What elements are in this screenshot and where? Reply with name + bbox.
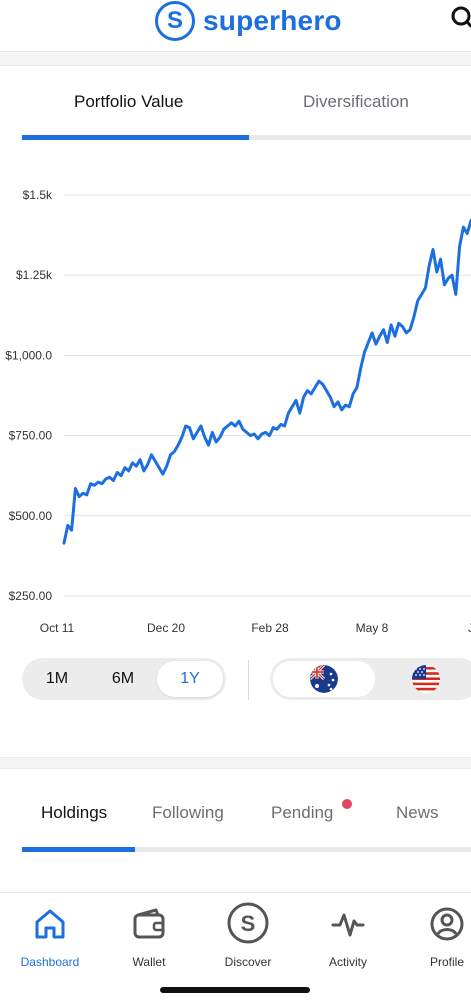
profile-icon — [430, 907, 464, 941]
section-separator — [0, 757, 471, 769]
nav-activity[interactable]: Activity — [301, 893, 395, 983]
home-indicator — [160, 987, 310, 993]
x-tick-label: Ju — [468, 621, 471, 635]
y-tick-label: $1,000.0 — [5, 348, 52, 362]
tab-following[interactable]: Following — [152, 803, 224, 822]
svg-text:S: S — [241, 911, 256, 936]
superhero-s-icon: S — [227, 902, 269, 944]
nav-dashboard[interactable]: Dashboard — [3, 893, 97, 983]
tab-news[interactable]: News — [396, 803, 439, 822]
x-tick-label: Feb 28 — [251, 621, 289, 635]
portfolio-value-chart[interactable]: $1.5k $1.25k $1,000.0 $750.00 $500.00 $250.00… — [0, 160, 471, 640]
range-1y-button[interactable]: 1Y — [157, 661, 223, 697]
tab-portfolio-value[interactable]: Portfolio Value — [74, 92, 184, 111]
chart-tabs: Portfolio Value Diversification — [0, 66, 471, 142]
range-1m-button[interactable]: 1M — [45, 670, 69, 687]
y-tick-label: $1.25k — [16, 268, 53, 282]
y-tick-label: $1.5k — [23, 188, 53, 202]
app-header: S superhero — [0, 0, 471, 52]
y-tick-label: $250.00 — [9, 589, 53, 603]
time-range-selector: 1M 6M 1Y — [22, 658, 226, 700]
controls-divider — [248, 660, 249, 700]
pending-notification-dot — [342, 799, 352, 809]
nav-profile[interactable]: Profile — [400, 893, 471, 983]
wallet-icon — [133, 908, 165, 939]
tab-pending[interactable]: Pending — [271, 803, 334, 822]
x-tick-label: Dec 20 — [147, 621, 185, 635]
logo-s-icon: S — [155, 1, 195, 41]
australia-flag-icon — [310, 665, 338, 693]
holdings-tab-indicator — [22, 847, 135, 852]
au-market-button[interactable] — [273, 661, 375, 697]
nav-discover[interactable]: S Discover — [201, 893, 295, 983]
bottom-navigation: Dashboard Wallet S Discover Activity Pro… — [0, 892, 471, 1000]
range-6m-button[interactable]: 6M — [111, 670, 135, 687]
nav-label: Wallet — [132, 955, 166, 969]
tab-diversification[interactable]: Diversification — [303, 92, 409, 111]
section-separator — [0, 52, 471, 66]
tab-holdings[interactable]: Holdings — [41, 803, 108, 822]
y-tick-label: $750.00 — [9, 429, 53, 443]
market-selector — [270, 658, 471, 700]
holdings-tab-track — [22, 847, 471, 852]
home-icon — [35, 909, 65, 939]
nav-label: Activity — [328, 955, 367, 969]
nav-label: Dashboard — [20, 955, 80, 969]
search-icon[interactable] — [449, 4, 471, 32]
activity-icon — [331, 913, 365, 937]
usa-flag-icon — [412, 665, 440, 693]
brand-name: superhero — [203, 5, 342, 36]
x-tick-label: Oct 11 — [40, 621, 75, 635]
nav-label: Profile — [429, 955, 464, 969]
nav-wallet[interactable]: Wallet — [102, 893, 196, 983]
portfolio-value-line — [62, 219, 471, 545]
y-tick-label: $500.00 — [9, 509, 53, 523]
us-market-button[interactable] — [375, 661, 471, 697]
superhero-logo: S superhero — [155, 0, 342, 42]
x-tick-label: May 8 — [356, 621, 389, 635]
nav-label: Discover — [224, 955, 272, 969]
tab-active-indicator — [22, 135, 249, 140]
